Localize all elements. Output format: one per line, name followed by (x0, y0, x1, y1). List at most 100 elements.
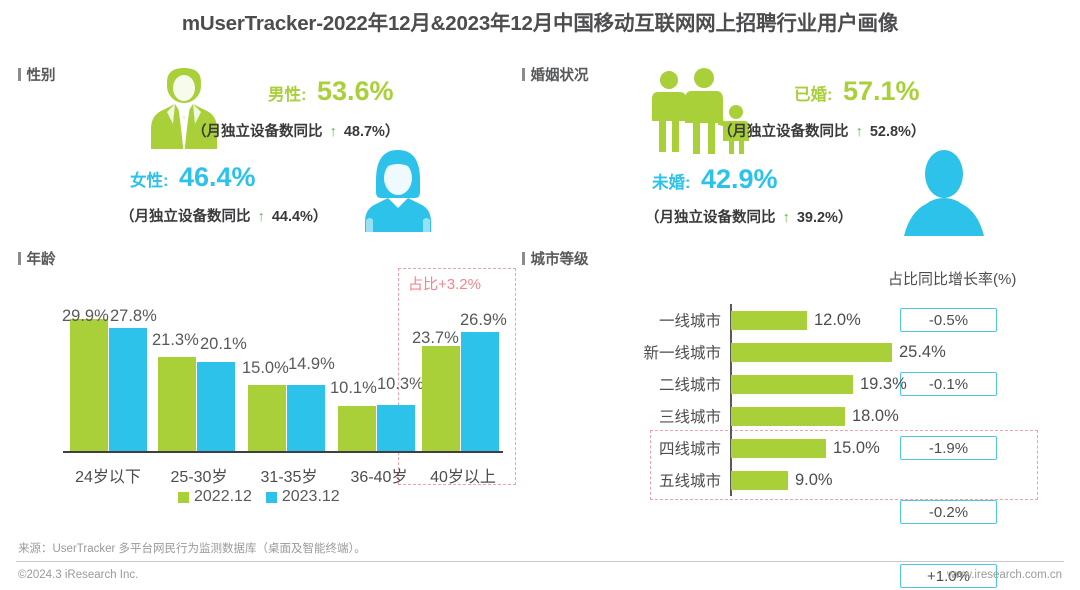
city-bar-wrap: 25.4% (731, 342, 946, 362)
age-x-label: 36-40岁 (350, 469, 408, 486)
city-bar (731, 406, 845, 426)
age-bar-2022 (70, 319, 108, 451)
city-name: 四线城市 (658, 441, 721, 458)
section-bar-icon (18, 68, 21, 81)
male-yoy-prefix: （月独立设备数同比 (192, 124, 323, 140)
city-name: 新一线城市 (643, 345, 721, 362)
age-value-label: 10.3% (377, 375, 424, 393)
source-note: 来源：UserTracker 多平台网民行为监测数据库（桌面及智能终端）。 (18, 543, 366, 555)
age-bar-2023 (197, 362, 235, 451)
city-name: 二线城市 (658, 377, 721, 394)
legend-swatch-green-icon (178, 491, 189, 503)
up-arrow-icon: ↑ (855, 124, 863, 140)
age-value-label: 20.1% (200, 335, 247, 353)
unmarried-value: 42.9% (700, 164, 778, 194)
married-value: 57.1% (842, 76, 920, 106)
married-yoy-value: 52.8%） (869, 124, 926, 140)
age-chart-legend: 2022.12 2023.12 (178, 488, 340, 506)
age-x-label: 31-35岁 (260, 469, 318, 486)
female-yoy-line: （月独立设备数同比 ↑ 44.4%） (120, 205, 327, 226)
married-yoy-prefix: （月独立设备数同比 (718, 124, 849, 140)
female-yoy-prefix: （月独立设备数同比 (120, 209, 251, 225)
section-bar-icon (522, 68, 525, 81)
city-bar-chart: 一线城市 12.0% -0.5% 新一线城市 25.4% -0.1% 二线城市 … (640, 300, 1040, 588)
age-x-label: 25-30岁 (170, 469, 228, 486)
city-bar-wrap: 18.0% (731, 406, 899, 426)
age-bar-2022 (158, 357, 196, 451)
legend-swatch-blue-icon (265, 491, 277, 503)
city-row: 四线城市 15.0% +1.0% (640, 432, 1040, 588)
age-highlight-box (398, 268, 516, 485)
page-title: mUserTracker-2022年12月&2023年12月中国移动互联网网上招… (181, 12, 899, 35)
male-value-line: 男性: 53.6% (268, 76, 394, 107)
unmarried-yoy-value: 39.2%） (796, 210, 853, 226)
unmarried-yoy-prefix: （月独立设备数同比 (645, 210, 776, 226)
section-header-marital-label: 婚姻状况 (530, 68, 589, 84)
city-bar-wrap: 12.0% (731, 310, 861, 330)
unmarried-value-line: 未婚: 42.9% (652, 164, 778, 195)
city-bar (731, 310, 807, 330)
city-value: 12.0% (814, 310, 861, 329)
age-bar-2023 (377, 405, 415, 451)
female-value: 46.4% (178, 162, 256, 192)
city-row: 新一线城市 25.4% -0.1% (640, 336, 1040, 396)
age-bar-group (422, 332, 499, 451)
female-person-icon (358, 146, 438, 232)
city-bar (731, 470, 788, 490)
city-name: 一线城市 (658, 313, 721, 330)
city-bar (731, 438, 826, 458)
age-value-label: 26.9% (460, 311, 507, 329)
city-bar-wrap: 19.3% (731, 374, 907, 394)
unmarried-label: 未婚: (652, 174, 691, 192)
section-header-age-label: 年龄 (26, 252, 56, 268)
male-person-icon (145, 66, 223, 156)
city-row: 三线城市 18.0% -0.2% (640, 400, 1040, 524)
city-value: 18.0% (852, 406, 899, 425)
age-bar-2022 (338, 406, 376, 451)
city-value: 25.4% (899, 342, 946, 361)
city-growth-box: -0.1% (900, 372, 997, 396)
female-yoy-value: 44.4%） (271, 209, 328, 225)
age-bar-2023 (287, 385, 325, 451)
legend-label-2023: 2023.12 (281, 488, 340, 505)
unmarried-yoy-line: （月独立设备数同比 ↑ 39.2%） (645, 206, 852, 227)
age-bar-group (70, 319, 147, 451)
legend-label-2022: 2022.12 (194, 488, 252, 505)
legend-item-2023: 2023.12 (265, 488, 340, 506)
section-bar-icon (18, 252, 21, 265)
city-name: 五线城市 (658, 473, 721, 490)
section-header-age: 年龄 (18, 248, 56, 269)
age-value-label: 27.8% (110, 307, 157, 325)
section-header-gender-label: 性别 (26, 68, 56, 84)
section-header-city: 城市等级 (522, 248, 589, 269)
city-row: 二线城市 19.3% -1.9% (640, 368, 1040, 460)
city-value: 9.0% (795, 470, 833, 489)
age-bar-chart: 29.9% 27.8% 24岁以下 21.3% 20.1% 25-30岁 15.… (40, 285, 510, 486)
up-arrow-icon: ↑ (329, 124, 337, 140)
city-row: 一线城市 12.0% -0.5% (640, 304, 1040, 336)
female-label: 女性: (130, 172, 169, 190)
age-x-label: 40岁以上 (430, 469, 496, 486)
city-growth-box: +1.0% (900, 564, 997, 588)
city-chart-axis (730, 304, 732, 496)
city-highlight-box (650, 430, 1038, 500)
married-yoy-line: （月独立设备数同比 ↑ 52.8%） (718, 120, 925, 141)
section-header-city-label: 城市等级 (530, 252, 589, 268)
up-arrow-icon: ↑ (257, 209, 265, 225)
age-value-label: 14.9% (288, 355, 335, 373)
city-name: 三线城市 (658, 409, 721, 426)
section-header-gender: 性别 (18, 64, 56, 85)
person-silhouette-icon (898, 148, 990, 236)
male-yoy-value: 48.7%） (343, 124, 400, 140)
age-chart-axis (63, 451, 503, 453)
city-row: 五线城市 9.0% +1.3% (640, 464, 1040, 496)
city-bar (731, 342, 892, 362)
age-value-label: 29.9% (62, 307, 109, 325)
age-bar-group (158, 357, 235, 451)
city-growth-box: -0.2% (900, 500, 997, 524)
age-x-label: 24岁以下 (75, 469, 141, 486)
age-bar-group (338, 405, 415, 451)
female-value-line: 女性: 46.4% (130, 162, 256, 193)
male-value: 53.6% (316, 76, 394, 106)
age-value-label: 10.1% (330, 379, 377, 397)
